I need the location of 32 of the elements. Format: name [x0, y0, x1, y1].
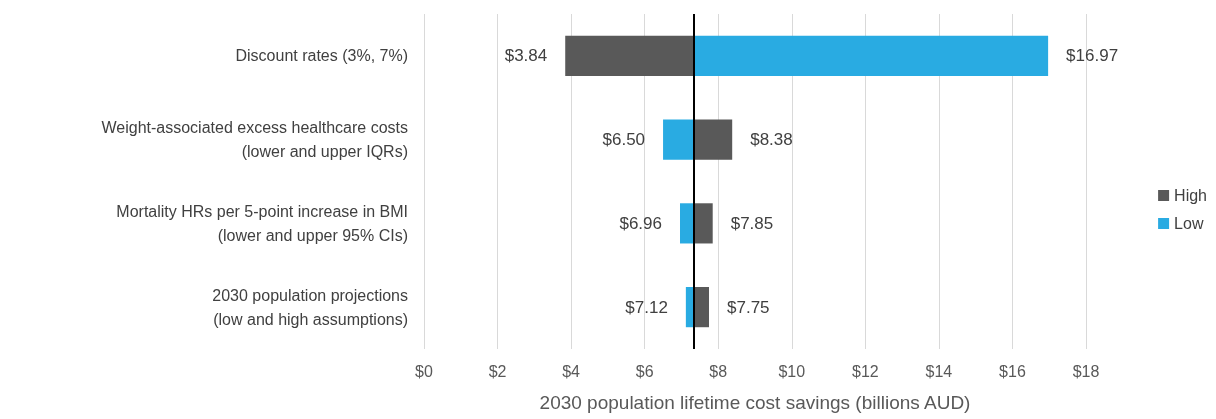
data-label: $3.84 — [504, 46, 548, 66]
x-tick-label: $12 — [851, 362, 879, 380]
x-tick-label: $8 — [709, 362, 728, 380]
y-tick-label: Discount rates (3%, 7%) — [235, 47, 408, 65]
x-tick-label: $16 — [999, 362, 1026, 380]
data-label: $7.75 — [727, 297, 770, 317]
x-tick-label: $10 — [778, 362, 806, 380]
x-tick-label: $0 — [415, 362, 433, 380]
x-tick-label: $4 — [562, 362, 581, 380]
data-label: $7.12 — [625, 297, 668, 317]
x-axis-title: 2030 population lifetime cost savings (billions AUD) — [539, 392, 971, 413]
y-tick-label: Weight-associated excess healthcare costs (lower and upper IQRs) — [101, 119, 408, 161]
data-label: $16.97 — [1066, 46, 1119, 66]
bar — [693, 119, 733, 160]
x-tick-label: $18 — [1072, 362, 1100, 380]
data-label: $6.96 — [619, 213, 662, 233]
data-label: $7.85 — [730, 213, 774, 233]
data-label: $8.38 — [750, 130, 793, 150]
legend-label: Low — [1174, 215, 1204, 232]
legend-label: High — [1174, 187, 1207, 204]
x-tick-label: $6 — [635, 362, 654, 380]
bar — [693, 203, 713, 244]
y-tick-label: 2030 population projections (low and high assumptions) — [212, 286, 408, 328]
bar — [679, 203, 694, 244]
bar — [663, 119, 694, 160]
x-tick-label: $2 — [488, 362, 507, 380]
y-tick-label: Mortality HRs per 5-point increase in BMI (lower and upper 95% CIs) — [116, 202, 408, 244]
x-tick-label: $14 — [925, 362, 953, 380]
bar — [565, 35, 694, 76]
bar — [693, 287, 710, 328]
data-label: $6.50 — [602, 130, 646, 150]
bar — [693, 35, 1049, 76]
